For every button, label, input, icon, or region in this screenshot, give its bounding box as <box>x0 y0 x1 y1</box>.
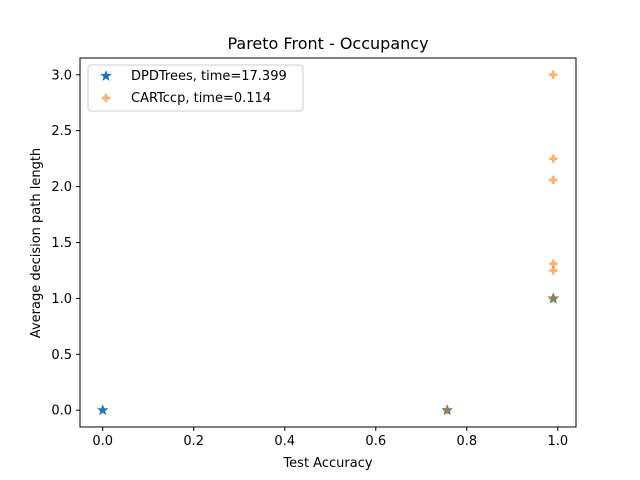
y-tick-label: 0.0 <box>51 404 72 419</box>
legend-marker-cartccp <box>101 93 111 103</box>
y-tick-label: 2.0 <box>51 180 72 195</box>
chart-title: Pareto Front - Occupancy <box>227 34 428 53</box>
legend-label-cartccp: CARTccp, time=0.114 <box>131 91 271 106</box>
x-tick-label: 0.4 <box>274 434 295 449</box>
plus-marker <box>549 70 558 79</box>
plot-area: 0.0 0.2 0.4 0.6 0.8 1.0 0.0 0.5 1.0 1.5 2.0 2.5 3.0 <box>51 57 577 449</box>
legend-box <box>87 64 304 112</box>
plus-marker <box>549 259 558 268</box>
y-tick-label: 0.5 <box>51 348 72 363</box>
axes-frame <box>79 57 577 428</box>
y-axis-label: Average decision path length <box>29 148 44 338</box>
y-tick-label: 2.5 <box>51 124 72 139</box>
legend-marker-dpdtrees <box>100 69 112 81</box>
y-axis-ticks: 0.0 0.5 1.0 1.5 2.0 2.5 3.0 <box>51 68 80 419</box>
x-axis-label: Test Accuracy <box>282 456 372 471</box>
plus-marker <box>549 154 558 163</box>
y-tick-label: 3.0 <box>51 68 72 83</box>
legend: DPDTrees, time=17.399 CARTccp, time=0.11… <box>87 64 304 112</box>
legend-label-dpdtrees: DPDTrees, time=17.399 <box>131 69 287 84</box>
x-tick-label: 0.0 <box>92 434 113 449</box>
x-axis-ticks: 0.0 0.2 0.4 0.6 0.8 1.0 <box>92 427 568 449</box>
plus-marker <box>101 93 111 103</box>
x-tick-label: 0.6 <box>365 434 386 449</box>
plus-marker <box>443 406 452 415</box>
data-markers <box>97 70 559 416</box>
y-tick-label: 1.5 <box>51 236 72 251</box>
x-tick-label: 0.2 <box>183 434 204 449</box>
x-tick-label: 1.0 <box>547 434 568 449</box>
y-tick-label: 1.0 <box>51 292 72 307</box>
plus-marker <box>549 175 558 185</box>
star-marker <box>97 404 109 416</box>
x-tick-label: 0.8 <box>456 434 477 449</box>
star-marker <box>100 69 112 81</box>
plus-marker <box>549 294 558 303</box>
